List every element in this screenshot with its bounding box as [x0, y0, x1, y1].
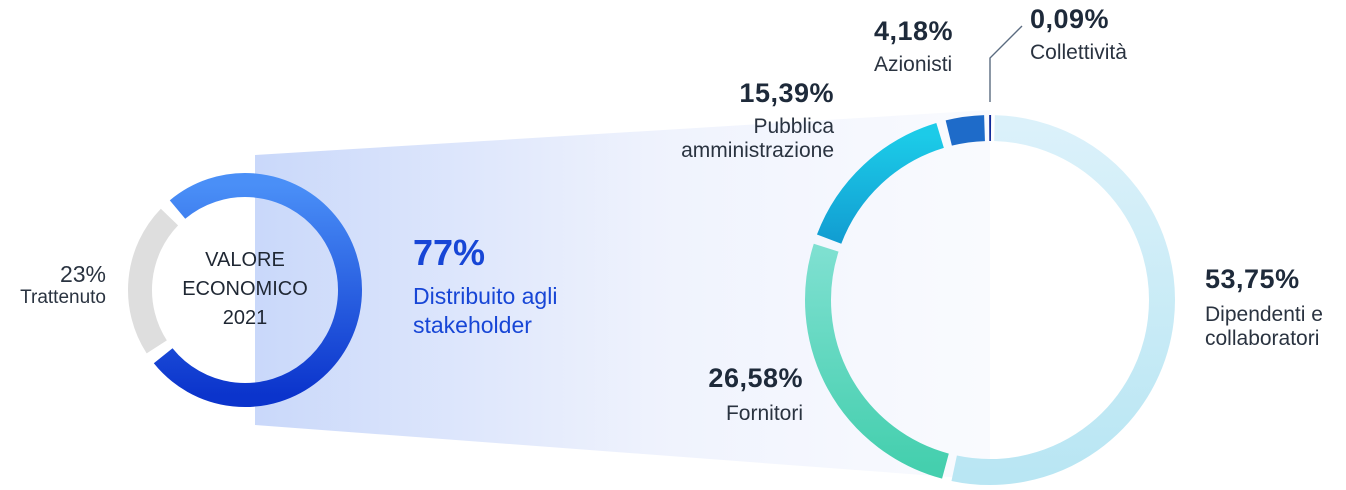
- collettivita-pct: 0,09%: [1030, 4, 1110, 34]
- dipendenti-pct: 53,75%: [1205, 264, 1300, 294]
- collettivita-name: Collettività: [1030, 41, 1127, 64]
- label-fornitori: 26,58% Fornitori: [600, 363, 803, 426]
- slice-pubblica-amministrazione: [816, 122, 945, 244]
- leader-line-collettivita: [989, 25, 1023, 102]
- slice-dipendenti: [951, 115, 1175, 485]
- slice-azionisti: [945, 115, 986, 146]
- pubblica-name-2: amministrazione: [681, 139, 834, 162]
- trattenuto-pct: 23%: [59, 261, 106, 287]
- azionisti-name: Azionisti: [874, 53, 953, 76]
- slice-trattenuto: [128, 208, 179, 354]
- fornitori-pct: 26,58%: [708, 363, 803, 393]
- pubblica-name-1: Pubblica: [753, 115, 834, 138]
- dipendenti-name-2: collaboratori: [1205, 327, 1320, 350]
- center-title-line-3: 2021: [222, 307, 268, 329]
- label-azionisti: 4,18% Azionisti: [874, 16, 953, 77]
- donut-distribuzione: [805, 114, 1175, 485]
- label-collettivita: 0,09% Collettività: [1030, 4, 1127, 65]
- dipendenti-name-1: Dipendenti e: [1205, 303, 1323, 326]
- label-distribuito: 77% Distribuito agli stakeholder: [413, 232, 613, 340]
- distribuito-name-1: Distribuito agli: [413, 283, 558, 309]
- pubblica-pct: 15,39%: [739, 78, 834, 108]
- fornitori-name: Fornitori: [725, 402, 803, 425]
- center-title-line-1: VALORE: [205, 249, 285, 271]
- trattenuto-name: Trattenuto: [20, 287, 106, 308]
- label-trattenuto: 23% Trattenuto: [0, 262, 106, 310]
- donut-center-title: VALORE ECONOMICO 2021: [170, 246, 320, 333]
- label-pubblica-amministrazione: 15,39% Pubblica amministrazione: [600, 78, 834, 163]
- distribuito-pct: 77%: [413, 232, 486, 273]
- donut-valore-economico: [128, 173, 362, 407]
- azionisti-pct: 4,18%: [874, 16, 954, 46]
- center-title-line-2: ECONOMICO: [182, 278, 308, 300]
- funnel-connector: [255, 110, 990, 480]
- label-dipendenti: 53,75% Dipendenti e collaboratori: [1205, 264, 1323, 351]
- distribuito-name-2: stakeholder: [413, 312, 532, 338]
- slice-distribuito: [153, 173, 362, 407]
- slice-fornitori: [805, 243, 949, 479]
